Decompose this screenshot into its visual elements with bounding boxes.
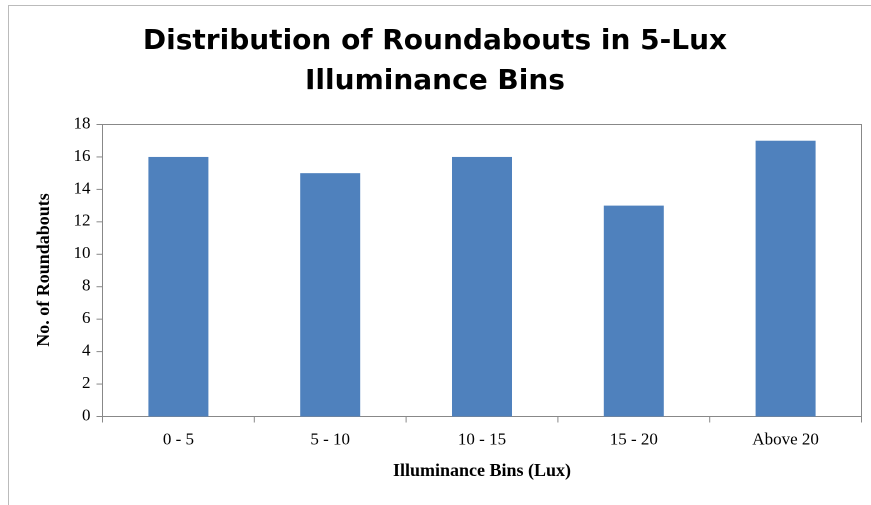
bar bbox=[452, 156, 512, 417]
y-tick-label: 18 bbox=[74, 113, 91, 132]
y-tick-label: 2 bbox=[82, 373, 91, 392]
y-tick-label: 0 bbox=[82, 405, 91, 424]
y-tick-label: 10 bbox=[74, 243, 91, 262]
y-tick-label: 8 bbox=[82, 276, 91, 295]
y-tick-label: 4 bbox=[82, 341, 91, 360]
x-tick-label: 0 - 5 bbox=[163, 429, 194, 448]
y-tick-label: 6 bbox=[82, 308, 91, 327]
x-tick-label: 15 - 20 bbox=[610, 429, 658, 448]
x-tick-label: Above 20 bbox=[752, 429, 819, 448]
bar bbox=[603, 205, 664, 417]
x-tick-label: 5 - 10 bbox=[310, 429, 350, 448]
bar bbox=[755, 140, 816, 417]
x-tick-label: 10 - 15 bbox=[458, 429, 506, 448]
y-tick-label: 16 bbox=[74, 146, 91, 165]
y-tick-label: 12 bbox=[74, 211, 91, 230]
y-tick-label: 14 bbox=[74, 178, 92, 197]
y-axis-title: No. of Roundabouts bbox=[33, 193, 53, 347]
bar bbox=[148, 156, 209, 417]
bar bbox=[300, 173, 361, 417]
x-axis-title: Illuminance Bins (Lux) bbox=[393, 460, 571, 481]
chart-title: Distribution of Roundabouts in 5-Lux Ill… bbox=[142, 23, 728, 96]
